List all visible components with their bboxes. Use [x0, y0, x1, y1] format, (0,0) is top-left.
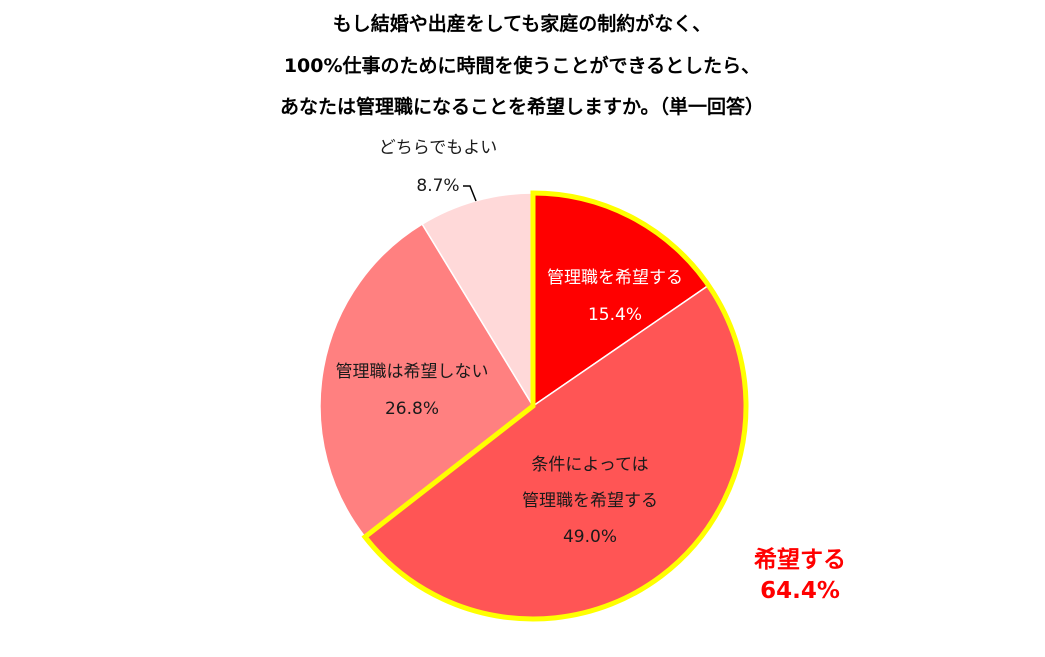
slice-value-label-2: 26.8%	[385, 399, 439, 419]
highlight-outline	[361, 190, 749, 622]
highlight-outline-path	[361, 190, 749, 622]
slice-category-label-0: 管理職を希望する	[547, 268, 683, 288]
slice-value-label-0: 15.4%	[588, 305, 642, 325]
highlight-callout-value: 64.4%	[760, 578, 840, 604]
highlight-callout: 希望する 64.4%	[754, 546, 846, 604]
slice-value-label-1: 49.0%	[563, 527, 617, 547]
slice-category-label-1: 条件によっては	[531, 455, 648, 475]
chart-title-line-1: もし結婚や出産をしても家庭の制約がなく、	[333, 12, 711, 35]
pie-slices	[319, 192, 747, 620]
slice-labels: 管理職を希望する15.4%条件によっては管理職を希望する49.0%管理職は希望し…	[336, 138, 684, 547]
chart-title: もし結婚や出産をしても家庭の制約がなく、 100%仕事のために時間を使うことがで…	[280, 12, 764, 118]
slice-category-label-3: どちらでもよい	[379, 138, 498, 158]
slice-category-label-1: 管理職を希望する	[522, 491, 658, 511]
chart-title-line-2: 100%仕事のために時間を使うことができるとしたら、	[284, 54, 760, 77]
highlight-callout-label: 希望する	[754, 546, 846, 573]
leader-line-3	[463, 185, 477, 202]
slice-value-label-3: 8.7%	[416, 176, 459, 196]
slice-category-label-2: 管理職は希望しない	[336, 362, 489, 382]
chart-title-line-3: あなたは管理職になることを希望しますか。（単一回答）	[280, 95, 764, 118]
pie-slice-2	[319, 223, 534, 538]
